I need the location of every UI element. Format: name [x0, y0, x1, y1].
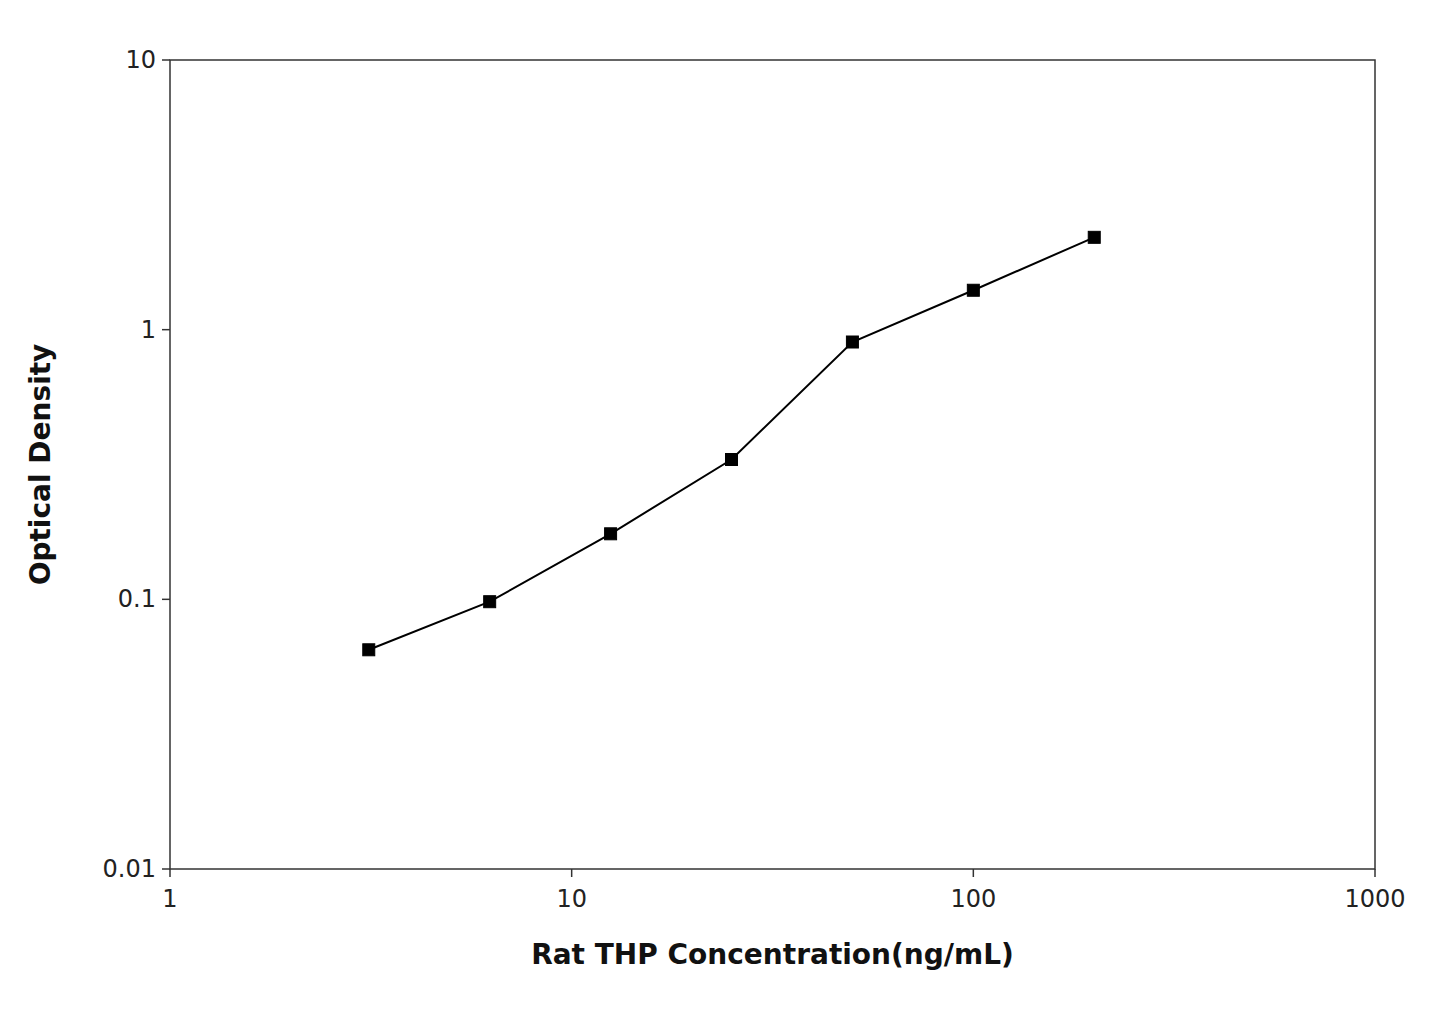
- plot-frame: [170, 60, 1375, 869]
- y-tick: [162, 59, 170, 61]
- x-tick-label: 1: [162, 885, 177, 913]
- x-tick: [1374, 869, 1376, 877]
- x-tick: [973, 869, 975, 877]
- x-tick: [169, 869, 171, 877]
- chart: 1 10 100 1000 0.01 0.1 1 10 Rat THP Concentratio…: [0, 0, 1445, 1009]
- marker: [846, 336, 858, 348]
- y-axis-label: Optical Density: [24, 344, 57, 586]
- y-tick: [162, 868, 170, 870]
- marker: [363, 644, 375, 656]
- y-tick: [162, 599, 170, 601]
- background: [0, 0, 1445, 1009]
- line: [369, 237, 1094, 649]
- x-tick-label: 10: [556, 885, 587, 913]
- data-layer: [363, 231, 1100, 655]
- marker: [605, 528, 617, 540]
- marker: [1088, 231, 1100, 243]
- y-tick-label: 0.01: [103, 855, 156, 883]
- chart-container: 1 10 100 1000 0.01 0.1 1 10 Rat THP Concentratio…: [0, 0, 1445, 1009]
- y-tick-label: 10: [125, 46, 156, 74]
- y-tick-label: 0.1: [118, 585, 156, 613]
- marker: [726, 454, 738, 466]
- marker: [484, 596, 496, 608]
- x-tick: [571, 869, 573, 877]
- x-tick-label: 1000: [1344, 885, 1405, 913]
- y-tick: [162, 329, 170, 331]
- x-tick-label: 100: [950, 885, 996, 913]
- x-axis-label: Rat THP Concentration(ng/mL): [531, 938, 1014, 971]
- axes: 1 10 100 1000 0.01 0.1 1 10: [103, 46, 1406, 913]
- marker: [967, 284, 979, 296]
- y-tick-label: 1: [141, 316, 156, 344]
